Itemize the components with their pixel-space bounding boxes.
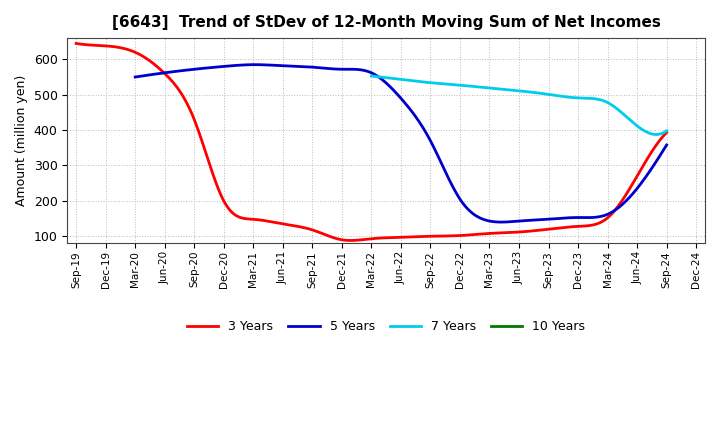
- Y-axis label: Amount (million yen): Amount (million yen): [15, 75, 28, 206]
- Line: 5 Years: 5 Years: [135, 65, 667, 222]
- 3 Years: [423, 234, 432, 239]
- 5 Years: [497, 220, 505, 225]
- 7 Years: [634, 125, 643, 130]
- 7 Years: [367, 73, 376, 79]
- 3 Years: [72, 41, 81, 46]
- 5 Years: [131, 74, 140, 80]
- 3 Years: [435, 234, 444, 239]
- 3 Years: [346, 238, 355, 243]
- 7 Years: [548, 92, 557, 98]
- 3 Years: [609, 209, 618, 215]
- 5 Years: [447, 182, 456, 187]
- 5 Years: [662, 142, 671, 147]
- 7 Years: [652, 132, 660, 137]
- 3 Years: [662, 130, 671, 135]
- Line: 7 Years: 7 Years: [372, 76, 667, 135]
- 7 Years: [542, 92, 551, 97]
- 7 Years: [368, 73, 377, 79]
- 5 Years: [458, 200, 467, 205]
- 7 Years: [662, 128, 671, 133]
- Title: [6643]  Trend of StDev of 12-Month Moving Sum of Net Incomes: [6643] Trend of StDev of 12-Month Moving…: [112, 15, 660, 30]
- Legend: 3 Years, 5 Years, 7 Years, 10 Years: 3 Years, 5 Years, 7 Years, 10 Years: [182, 315, 590, 338]
- 7 Years: [616, 109, 624, 114]
- 3 Years: [426, 234, 434, 239]
- 5 Years: [449, 185, 458, 191]
- 5 Years: [582, 215, 591, 220]
- 5 Years: [132, 74, 141, 79]
- 7 Years: [543, 92, 552, 97]
- 3 Years: [73, 41, 82, 46]
- 3 Years: [572, 224, 580, 229]
- Line: 3 Years: 3 Years: [76, 44, 667, 241]
- 5 Years: [250, 62, 258, 67]
- 5 Years: [616, 203, 625, 209]
